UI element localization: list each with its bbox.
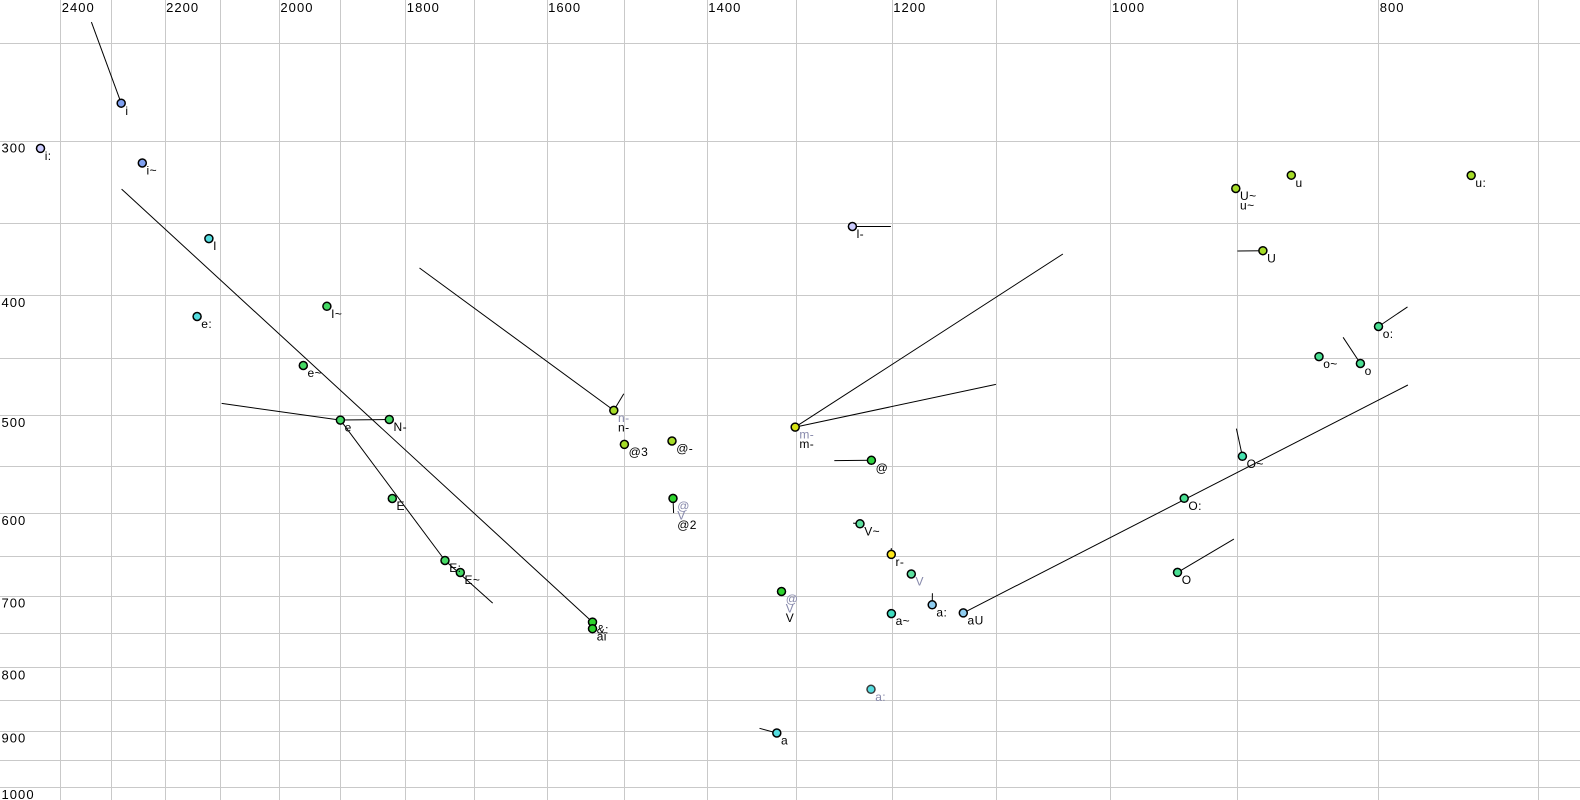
svg-text:l-: l- (857, 227, 864, 241)
svg-text:E:: E: (449, 561, 461, 575)
svg-text:800: 800 (1380, 0, 1405, 15)
svg-text:n-: n- (618, 411, 629, 425)
svg-text:I~: I~ (331, 307, 342, 321)
svg-text:e:: e: (201, 317, 212, 331)
svg-text:n-: n- (618, 421, 629, 435)
svg-text:1600: 1600 (548, 0, 581, 15)
svg-text:@: @ (786, 592, 799, 606)
svg-text:500: 500 (2, 415, 27, 430)
svg-text:700: 700 (2, 596, 27, 611)
svg-text:ai: ai (597, 629, 607, 643)
svg-text:I: I (213, 239, 217, 253)
svg-text:o~: o~ (1323, 357, 1337, 371)
svg-text:o: o (1365, 364, 1372, 378)
svg-text:m-: m- (799, 428, 814, 442)
svg-text:E: E (397, 499, 405, 513)
svg-text:U~: U~ (1240, 189, 1256, 203)
svg-text:@2: @2 (677, 518, 697, 532)
svg-text:1200: 1200 (893, 0, 926, 15)
svg-text:@: @ (677, 499, 690, 513)
svg-text:V: V (916, 575, 924, 589)
svg-text:e~: e~ (308, 366, 322, 380)
svg-text:600: 600 (2, 513, 27, 528)
svg-text:900: 900 (2, 731, 27, 746)
svg-text:1400: 1400 (708, 0, 741, 15)
svg-text:i: i (125, 104, 128, 118)
svg-text:u~: u~ (1240, 199, 1254, 213)
svg-text:a~: a~ (896, 614, 910, 628)
svg-text:N-: N- (394, 420, 407, 434)
svg-text:V: V (677, 509, 685, 523)
svg-text:400: 400 (2, 295, 27, 310)
svg-text:U: U (1267, 251, 1276, 265)
svg-text:O:: O: (1188, 499, 1201, 513)
svg-text:@-: @- (676, 442, 693, 456)
svg-text:@: @ (876, 461, 889, 475)
svg-text:u: u (1296, 176, 1303, 190)
svg-text:2400: 2400 (62, 0, 95, 15)
svg-text:2200: 2200 (166, 0, 199, 15)
svg-text:r-: r- (896, 555, 905, 569)
svg-text:V: V (786, 602, 794, 616)
svg-text:a:: a: (936, 605, 947, 619)
svg-text:O~: O~ (1247, 457, 1264, 471)
svg-text:o:: o: (1383, 327, 1394, 341)
svg-text:u:: u: (1475, 176, 1486, 190)
svg-text:E~: E~ (465, 573, 481, 587)
svg-text:m-: m- (799, 437, 814, 451)
svg-text:e: e (345, 421, 352, 435)
svg-text:1000: 1000 (2, 787, 35, 800)
svg-text:i:: i: (45, 149, 52, 163)
svg-text:800: 800 (2, 667, 27, 682)
svg-text:1800: 1800 (407, 0, 440, 15)
svg-text:aU: aU (968, 614, 984, 628)
svg-text:a:: a: (875, 690, 886, 704)
svg-text:V: V (786, 611, 794, 625)
svg-text:a: a (781, 734, 788, 748)
svg-text:O: O (1182, 573, 1192, 587)
svg-text:i~: i~ (147, 164, 157, 178)
svg-text:300: 300 (2, 141, 27, 156)
svg-text:1000: 1000 (1112, 0, 1145, 15)
svg-text:2000: 2000 (280, 0, 313, 15)
svg-text:@3: @3 (629, 445, 649, 459)
svg-text:&:: &: (597, 623, 609, 637)
svg-text:V~: V~ (864, 524, 880, 538)
